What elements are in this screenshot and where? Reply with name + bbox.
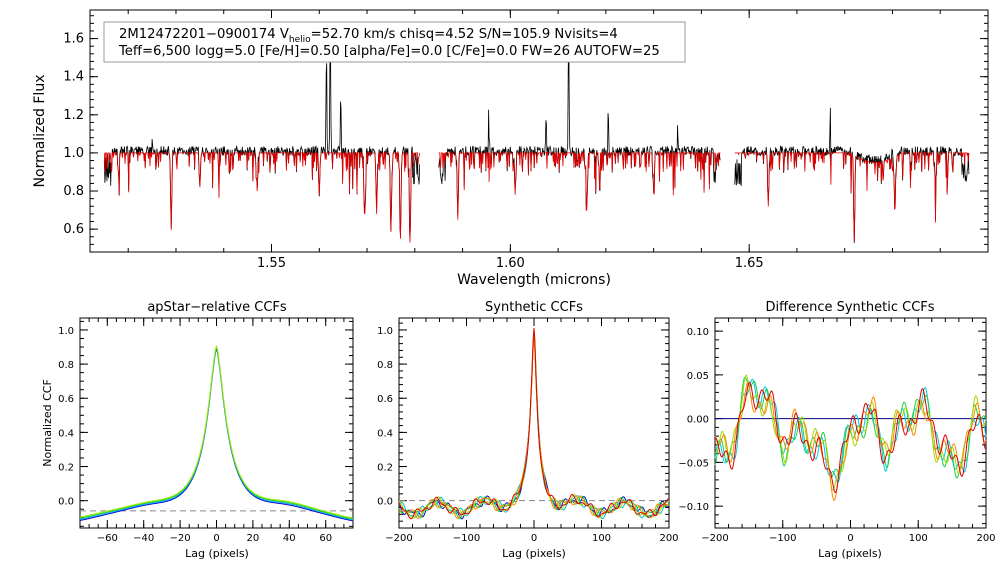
y-tick-label: 1.0	[63, 146, 84, 161]
apstar-ccf-lines	[79, 344, 354, 522]
x-tick-label: 1.65	[735, 256, 764, 271]
apstar-ccf-xlabel: Lag (pixels)	[185, 547, 249, 560]
x-tick-label: 200	[976, 533, 995, 544]
y-tick-label: −0.10	[678, 502, 709, 513]
synthetic-ccf-lines	[398, 328, 670, 520]
y-tick-label: 0.4	[377, 428, 393, 439]
difference-ccf-lines	[714, 374, 987, 502]
y-tick-label: 0.8	[63, 184, 84, 199]
apstar-ccf-panel: apStar−relative CCFs −60 −40 −20 0 20 40 60 0.0…	[41, 300, 354, 560]
synthetic-ccf-panel: Synthetic CCFs −200 −100 0 100 200 0.0 0.2 0.4 0…	[377, 300, 678, 560]
spectrum-ticks: 1.55 1.60 1.65 0.6 0.8 1.0 1.2 1.4 1.6	[63, 10, 988, 271]
difference-series-line	[714, 381, 987, 494]
apstar-ccf-title: apStar−relative CCFs	[147, 300, 287, 315]
y-tick-label: 0.10	[687, 327, 709, 338]
apstar-ccf-ticks: −60 −40 −20 0 20 40 60 0.0 0.2 0.4 0.6 0.8 1.0	[58, 318, 354, 544]
x-tick-label: 200	[659, 533, 678, 544]
y-tick-label: −0.05	[678, 458, 709, 469]
y-tick-label: 0.6	[58, 394, 74, 405]
x-tick-label: 1.60	[496, 256, 525, 271]
y-tick-label: 0.6	[63, 222, 84, 237]
y-tick-label: 0.2	[58, 463, 74, 474]
y-tick-label: 0.05	[687, 371, 709, 382]
model-spectrum-line	[103, 151, 420, 243]
ccf-series-line	[79, 345, 354, 520]
synthetic-ccf-title: Synthetic CCFs	[485, 300, 583, 315]
annotation-line2: Teff=6,500 logg=5.0 [Fe/H]=0.50 [alpha/F…	[118, 44, 660, 59]
x-tick-label: 1.55	[257, 256, 286, 271]
annotation-object-id: 2M12472201−0900174 V	[119, 27, 289, 42]
spectrum-panel: 1.55 1.60 1.65 0.6 0.8 1.0 1.2 1.4 1.6 Wavelengt…	[32, 9, 989, 288]
x-tick-label: 0	[213, 533, 219, 544]
annotation-line1: 2M12472201−0900174 Vhelio=52.70 km/s chi…	[119, 27, 618, 45]
apstar-ccf-ylabel: Normalized CCF	[41, 379, 54, 467]
y-tick-label: 0.0	[58, 497, 74, 508]
ccf-series-line	[398, 338, 670, 519]
ccf-series-line	[79, 348, 354, 522]
x-tick-label: 40	[283, 533, 296, 544]
ccf-series-line	[398, 329, 670, 519]
spectrum-axes-frame	[89, 9, 989, 253]
y-tick-label: 0.4	[58, 428, 74, 439]
observed-spectrum-line	[103, 28, 420, 239]
annotation-stats: =52.70 km/s chisq=4.52 S/N=105.9 Nvisits…	[311, 27, 618, 42]
x-tick-label: −100	[769, 533, 796, 544]
difference-series-line	[714, 382, 987, 502]
y-tick-label: 1.6	[63, 32, 84, 47]
y-tick-label: 0.6	[377, 394, 393, 405]
x-tick-label: 0	[531, 533, 537, 544]
difference-ccf-panel: Difference Synthetic CCFs −200 −100 0 100 20…	[678, 300, 995, 560]
x-tick-label: −60	[97, 533, 118, 544]
annotation-helio-subscript: helio	[289, 35, 311, 45]
x-tick-label: 100	[909, 533, 928, 544]
x-tick-label: 60	[319, 533, 332, 544]
x-tick-label: 0	[847, 533, 853, 544]
x-tick-label: 20	[247, 533, 260, 544]
ccf-series-line	[398, 328, 670, 520]
ccf-series-line	[398, 334, 670, 520]
y-tick-label: 0.0	[377, 497, 393, 508]
x-tick-label: −100	[453, 533, 480, 544]
ccf-series-line	[79, 344, 354, 519]
model-spectrum-line	[438, 152, 721, 220]
synthetic-ccf-axes-frame	[398, 317, 670, 529]
ccf-series-line	[398, 332, 670, 520]
x-tick-label: 100	[592, 533, 611, 544]
y-tick-label: 1.0	[58, 326, 74, 337]
x-tick-label: −200	[385, 533, 412, 544]
observed-spectrum-line	[734, 107, 970, 243]
difference-ccf-ticks: −200 −100 0 100 200 −0.10 −0.05 0.00 0.05 0.10	[678, 318, 996, 544]
y-tick-label: 0.2	[377, 463, 393, 474]
spectrum-lines	[103, 21, 970, 243]
model-spectrum-line	[734, 151, 970, 242]
synthetic-ccf-ticks: −200 −100 0 100 200 0.0 0.2 0.4 0.6 0.8 1.0	[377, 318, 679, 544]
ccf-series-line	[79, 346, 354, 521]
y-tick-label: 1.2	[63, 108, 84, 123]
y-tick-label: 0.00	[687, 415, 709, 426]
y-tick-label: 0.8	[58, 360, 74, 371]
y-tick-label: 0.8	[377, 360, 393, 371]
x-tick-label: −40	[133, 533, 154, 544]
ccf-series-line	[398, 332, 670, 520]
synthetic-ccf-xlabel: Lag (pixels)	[502, 547, 566, 560]
spectrum-annotation-box	[103, 21, 686, 63]
y-tick-label: 1.4	[63, 70, 84, 85]
spectrum-ylabel: Normalized Flux	[32, 75, 48, 188]
difference-ccf-title: Difference Synthetic CCFs	[765, 300, 934, 315]
x-tick-label: −200	[701, 533, 728, 544]
difference-ccf-xlabel: Lag (pixels)	[818, 547, 882, 560]
x-tick-label: −20	[170, 533, 191, 544]
spectrum-xlabel: Wavelength (microns)	[457, 272, 611, 288]
y-tick-label: 1.0	[377, 326, 393, 337]
